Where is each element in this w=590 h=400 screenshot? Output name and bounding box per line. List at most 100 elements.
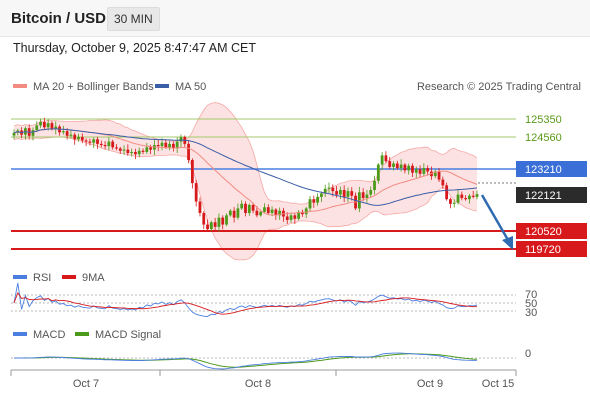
candle-body — [418, 169, 422, 174]
candle-body — [111, 141, 115, 148]
candle-body — [134, 151, 137, 155]
interval-badge[interactable]: 30 MIN — [107, 7, 160, 31]
ma50-legend-label: MA 50 — [175, 81, 206, 93]
candle-body — [61, 131, 65, 133]
candle-body — [240, 203, 244, 209]
candle-body — [141, 150, 145, 152]
candle-body — [263, 207, 266, 212]
forecast-arrow — [480, 194, 513, 250]
candle-body — [441, 179, 445, 186]
candle-body — [194, 183, 198, 202]
rsi-tick-70: 70 — [525, 289, 537, 301]
macd-signal-line — [14, 353, 478, 368]
candle-body — [175, 141, 179, 149]
candle-body — [380, 155, 384, 165]
current-price-label: 122121 — [525, 190, 562, 202]
macd-legend-label: MACD — [33, 329, 65, 341]
candle-body — [206, 224, 209, 230]
candle-body — [388, 161, 392, 167]
candle-body — [171, 143, 175, 149]
candle-body — [35, 125, 39, 131]
rsi-tick-30: 30 — [525, 307, 537, 319]
candle-body — [213, 222, 217, 227]
candle-body — [251, 204, 255, 211]
candle-body — [456, 194, 460, 203]
candle-body — [190, 160, 194, 184]
candle-body — [73, 134, 77, 140]
candle-body — [54, 126, 58, 129]
candle-body — [187, 143, 190, 161]
candle-body — [50, 123, 54, 129]
macd-swatch — [13, 332, 27, 336]
level-label-123210: 123210 — [525, 164, 562, 176]
rsi-ma-line — [13, 292, 477, 315]
candle-body — [449, 199, 452, 204]
candle-body — [232, 210, 236, 218]
candle-body — [149, 147, 153, 150]
candle-body — [468, 195, 471, 200]
candle-body — [452, 202, 456, 204]
candle-body — [414, 169, 418, 173]
candle-body — [65, 131, 69, 136]
ma50-swatch — [155, 84, 169, 88]
candle-body — [373, 180, 376, 190]
candle-body — [471, 195, 475, 197]
candle-body — [335, 191, 338, 195]
candle-body — [156, 145, 160, 147]
level-label-120520: 120520 — [525, 226, 562, 238]
candle-body — [39, 121, 42, 126]
candle-body — [278, 210, 282, 216]
candle-body — [126, 149, 130, 154]
candle-body — [369, 189, 373, 195]
level-label-124560: 124560 — [525, 132, 562, 144]
candle-body — [327, 187, 331, 189]
candle-body — [31, 130, 35, 136]
candle-body — [301, 211, 304, 215]
candle-body — [411, 165, 414, 173]
chart-header: Bitcoin / USD 30 MIN — [0, 0, 590, 37]
candle-body — [361, 192, 365, 199]
candle-body — [255, 210, 259, 216]
candle-body — [426, 168, 430, 172]
candle-body — [160, 142, 164, 147]
rsi-swatch — [13, 275, 27, 279]
candle-body — [407, 165, 411, 171]
candle-body — [130, 151, 134, 154]
candle-body — [323, 188, 327, 194]
candle-body — [285, 216, 289, 220]
candle-body — [316, 196, 320, 203]
candle-body — [96, 139, 99, 144]
candle-body — [384, 155, 388, 162]
candle-body — [137, 150, 141, 155]
candle-body — [365, 194, 369, 199]
ma50-line — [13, 128, 478, 206]
candle-body — [168, 143, 171, 148]
candle-body — [122, 149, 126, 151]
candle-body — [80, 136, 84, 141]
x-label-oct8: Oct 8 — [245, 378, 271, 390]
candle-body — [209, 222, 213, 230]
main-legend: MA 20 + Bollinger Bands MA 50 Research ©… — [13, 81, 581, 93]
candle-body — [145, 147, 149, 152]
rsi-ma-legend-label: 9MA — [82, 272, 105, 284]
candle-body — [331, 187, 335, 192]
candle-body — [399, 164, 403, 169]
current-price-box — [516, 187, 587, 203]
candle-body — [445, 185, 449, 200]
candle-body — [475, 194, 479, 197]
level-box-119720 — [516, 241, 587, 257]
macd-line — [13, 352, 478, 370]
candle-body — [103, 145, 107, 147]
candle-body — [376, 164, 380, 181]
candle-body — [259, 211, 263, 216]
candle-body — [392, 163, 395, 167]
rsi-line — [13, 282, 478, 317]
candle-body — [198, 201, 202, 214]
macd-signal-swatch — [75, 332, 89, 336]
candle-body — [308, 199, 312, 209]
candle-body — [293, 215, 297, 219]
candle-body — [179, 136, 183, 142]
candle-body — [422, 168, 426, 174]
level-label-125350: 125350 — [525, 114, 562, 126]
